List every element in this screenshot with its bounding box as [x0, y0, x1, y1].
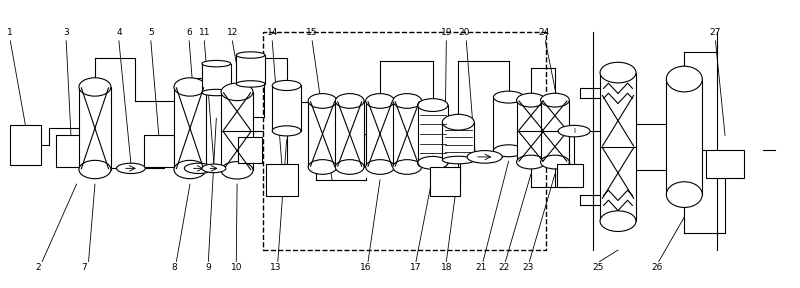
Bar — [79, 87, 111, 170]
Text: 18: 18 — [441, 263, 452, 272]
Text: 1: 1 — [7, 28, 13, 37]
Ellipse shape — [366, 160, 394, 174]
Circle shape — [184, 163, 213, 174]
Bar — [366, 101, 394, 167]
Bar — [706, 150, 744, 178]
Text: 16: 16 — [360, 263, 371, 272]
Bar — [558, 164, 583, 187]
Ellipse shape — [202, 60, 230, 67]
Text: 3: 3 — [63, 28, 69, 37]
Ellipse shape — [174, 160, 206, 179]
Bar — [10, 125, 41, 166]
Ellipse shape — [393, 160, 422, 174]
Ellipse shape — [541, 93, 570, 107]
Text: 11: 11 — [198, 28, 210, 37]
Text: I: I — [573, 128, 575, 134]
Ellipse shape — [79, 160, 111, 179]
Bar — [221, 92, 253, 170]
Ellipse shape — [442, 114, 474, 130]
Ellipse shape — [236, 52, 265, 58]
Text: 24: 24 — [538, 28, 550, 37]
Ellipse shape — [418, 99, 448, 111]
Text: 21: 21 — [476, 263, 487, 272]
Ellipse shape — [308, 160, 337, 174]
Text: 7: 7 — [82, 263, 87, 272]
Bar — [430, 167, 460, 196]
Ellipse shape — [272, 80, 301, 90]
Bar — [541, 100, 570, 162]
Bar — [308, 101, 337, 167]
Bar — [494, 97, 524, 151]
Text: 20: 20 — [458, 28, 470, 37]
Ellipse shape — [221, 83, 253, 101]
Text: 2: 2 — [35, 263, 41, 272]
Ellipse shape — [517, 93, 546, 107]
Ellipse shape — [418, 156, 448, 169]
Ellipse shape — [308, 94, 337, 108]
Ellipse shape — [442, 156, 474, 164]
Text: 19: 19 — [441, 28, 452, 37]
Text: 4: 4 — [116, 28, 122, 37]
Text: 8: 8 — [171, 263, 177, 272]
Ellipse shape — [600, 211, 636, 232]
Ellipse shape — [494, 91, 524, 103]
Text: 5: 5 — [148, 28, 154, 37]
Ellipse shape — [366, 94, 394, 108]
Bar — [202, 64, 230, 92]
Text: 9: 9 — [206, 263, 211, 272]
Text: 23: 23 — [522, 263, 534, 272]
Bar — [236, 55, 265, 84]
Ellipse shape — [541, 155, 570, 169]
Ellipse shape — [494, 145, 524, 157]
Text: 15: 15 — [306, 28, 318, 37]
Bar — [442, 122, 474, 160]
Bar — [335, 101, 364, 167]
Ellipse shape — [272, 126, 301, 136]
Bar — [144, 135, 174, 167]
Bar — [418, 105, 448, 163]
Ellipse shape — [600, 62, 636, 83]
Bar — [393, 101, 422, 167]
Text: 12: 12 — [226, 28, 238, 37]
Text: 13: 13 — [270, 263, 281, 272]
Text: 6: 6 — [186, 28, 192, 37]
Ellipse shape — [666, 66, 702, 92]
Text: 25: 25 — [592, 263, 604, 272]
Ellipse shape — [335, 160, 364, 174]
Ellipse shape — [517, 155, 546, 169]
Text: 22: 22 — [498, 263, 510, 272]
Circle shape — [202, 164, 226, 173]
Bar — [238, 137, 262, 163]
Bar — [56, 135, 86, 167]
Ellipse shape — [221, 162, 253, 179]
Text: 17: 17 — [410, 263, 422, 272]
Bar — [666, 79, 702, 195]
Ellipse shape — [393, 94, 422, 108]
Circle shape — [117, 163, 146, 174]
Ellipse shape — [174, 78, 206, 96]
Bar — [266, 164, 298, 196]
Bar — [174, 87, 206, 170]
Text: 26: 26 — [651, 263, 663, 272]
Bar — [517, 100, 546, 162]
Text: 27: 27 — [710, 28, 721, 37]
Bar — [600, 73, 636, 221]
Ellipse shape — [79, 78, 111, 96]
Ellipse shape — [335, 94, 364, 108]
Circle shape — [467, 151, 502, 163]
Ellipse shape — [236, 81, 265, 87]
Text: 10: 10 — [230, 263, 242, 272]
Circle shape — [558, 125, 590, 137]
Bar — [272, 86, 301, 131]
Ellipse shape — [666, 182, 702, 207]
Bar — [262, 32, 546, 250]
Text: 14: 14 — [266, 28, 278, 37]
Ellipse shape — [202, 89, 230, 96]
